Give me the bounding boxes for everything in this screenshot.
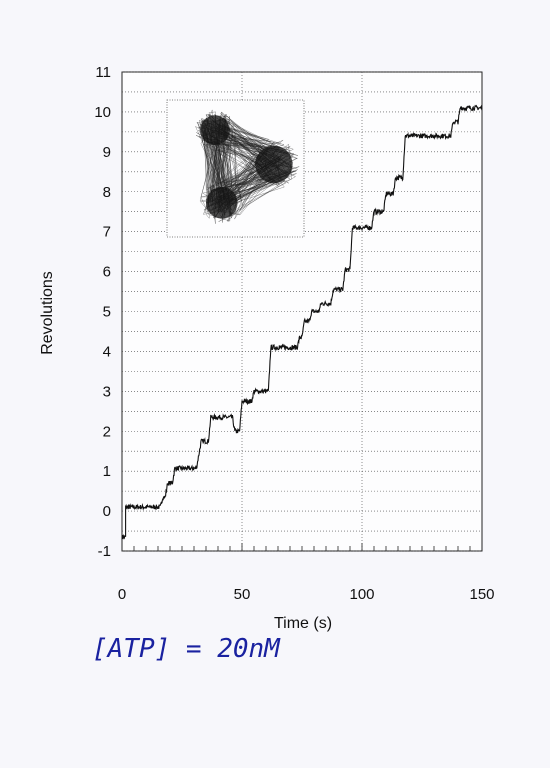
y-tick-label: 8 — [103, 184, 111, 201]
x-tick-label: 100 — [349, 586, 374, 603]
atp-concentration-note: [ATP] = 20nM — [92, 634, 281, 664]
y-tick-label: 11 — [95, 64, 111, 81]
y-tick-label: 6 — [103, 264, 111, 281]
y-tick-label: 2 — [103, 423, 111, 440]
y-tick-label: 0 — [103, 503, 111, 520]
x-axis-title: Time (s) — [274, 615, 332, 632]
y-tick-label: 9 — [103, 144, 111, 161]
x-tick-label: 150 — [469, 586, 494, 603]
y-axis-title: Revolutions — [39, 271, 56, 355]
revolutions-trace — [121, 104, 483, 540]
plot-area: 0 50 100 150 -1 0 1 2 3 4 5 6 7 8 9 10 11 — [94, 64, 494, 603]
y-tick-label: 3 — [103, 383, 111, 400]
inset-rotation-scatter — [166, 99, 305, 238]
inset-cluster — [255, 145, 293, 184]
x-tick-label: 50 — [234, 586, 251, 603]
inset-cluster — [206, 186, 238, 219]
y-tick-label: 7 — [103, 224, 111, 241]
y-tick-label: 5 — [103, 304, 111, 321]
y-tick-label: 1 — [103, 463, 111, 480]
y-tick-label: 4 — [103, 343, 111, 360]
inset-cluster — [200, 115, 230, 145]
x-tick-label: 0 — [118, 586, 126, 603]
y-tick-label: 10 — [94, 104, 111, 121]
y-tick-label: -1 — [98, 543, 111, 560]
x-axis-ticks: 0 50 100 150 — [118, 543, 495, 603]
y-axis-ticks: -1 0 1 2 3 4 5 6 7 8 9 10 11 — [94, 64, 111, 560]
